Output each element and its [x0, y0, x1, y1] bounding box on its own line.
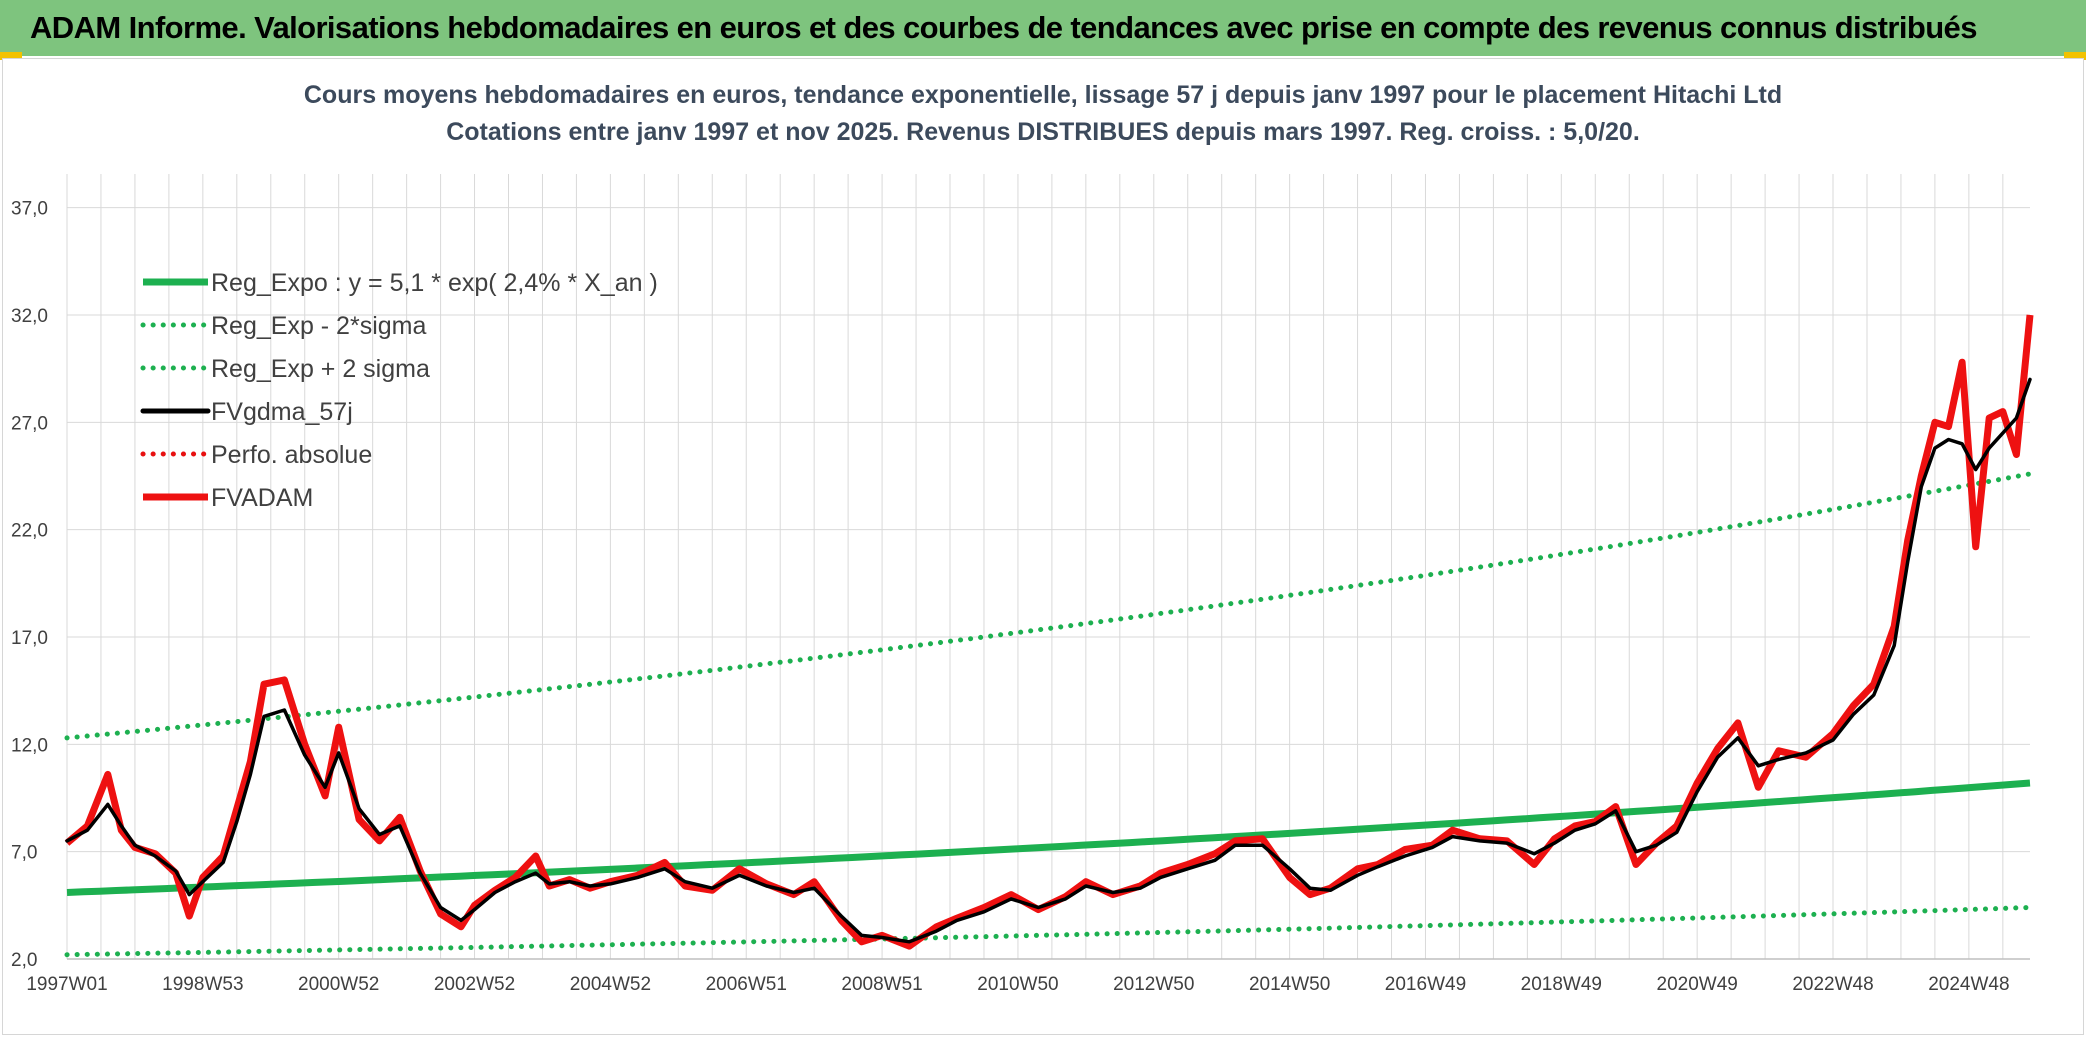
x-tick-label: 2006W51 [706, 974, 787, 995]
y-tick-label: 12,0 [11, 735, 48, 756]
chart-subtitle: Cotations entre janv 1997 et nov 2025. R… [446, 118, 1640, 146]
line-chart: Cours moyens hebdomadaires en euros, ten… [11, 81, 2034, 995]
legend-label: Reg_Exp + 2 sigma [211, 355, 430, 383]
legend-label: FVADAM [211, 484, 313, 512]
y-tick-label: 37,0 [11, 199, 48, 220]
x-tick-label: 2002W52 [434, 974, 515, 995]
x-tick-label: 2020W49 [1657, 974, 1738, 995]
x-tick-label: 2024W48 [1928, 974, 2009, 995]
y-tick-label: 27,0 [11, 413, 48, 434]
series-line [64, 905, 2033, 958]
grid-layer [66, 174, 2030, 960]
x-tick-label: 2016W49 [1385, 974, 1466, 995]
legend-label: FVgdma_57j [211, 398, 353, 426]
legend-label: Perfo. absolue [211, 441, 372, 469]
legend: Reg_Expo : y = 5,1 * exp( 2,4% * X_an ) R… [140, 269, 658, 512]
x-tick-label: 2000W52 [298, 974, 379, 995]
y-tick-label: 7,0 [11, 843, 37, 864]
legend-label: Reg_Expo : y = 5,1 * exp( 2,4% * X_an ) [211, 269, 658, 297]
axis-layer: 2,0 7,0 12,0 17,0 22,0 27,0 32,0 37,0 1997W01 199… [11, 199, 2030, 995]
x-tick-label: 2010W50 [977, 974, 1058, 995]
series-line [64, 314, 2034, 950]
series-line [65, 377, 2032, 944]
corner-mark-right [2064, 52, 2086, 60]
chart-title: Cours moyens hebdomadaires en euros, ten… [304, 81, 1782, 109]
series-line [64, 471, 2033, 741]
y-tick-label: 2,0 [11, 950, 37, 971]
x-tick-label: 2012W50 [1113, 974, 1194, 995]
series-layer [64, 314, 2034, 958]
x-tick-label: 2022W48 [1792, 974, 1873, 995]
report-banner: ADAM Informe. Valorisations hebdomadaire… [0, 0, 2086, 56]
y-tick-label: 17,0 [11, 628, 48, 649]
y-tick-label: 32,0 [11, 306, 48, 327]
corner-mark-left [0, 52, 22, 60]
x-tick-label: 2014W50 [1249, 974, 1330, 995]
series-line [66, 779, 2031, 896]
x-tick-label: 2008W51 [841, 974, 922, 995]
legend-label: Reg_Exp - 2*sigma [211, 312, 426, 340]
y-tick-label: 22,0 [11, 521, 48, 542]
report-title: ADAM Informe. Valorisations hebdomadaire… [30, 10, 1977, 45]
x-tick-label: 1998W53 [162, 974, 243, 995]
chart-frame: Cours moyens hebdomadaires en euros, ten… [2, 58, 2084, 1035]
x-tick-label: 2018W49 [1521, 974, 1602, 995]
x-tick-label: 2004W52 [570, 974, 651, 995]
x-tick-label: 1997W01 [26, 974, 107, 995]
